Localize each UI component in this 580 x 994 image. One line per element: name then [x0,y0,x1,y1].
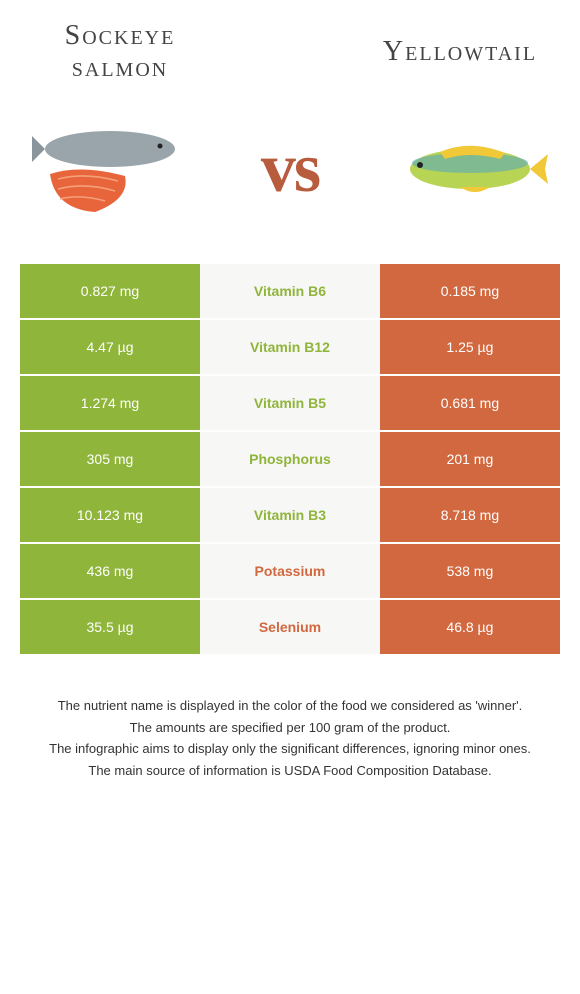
nutrient-left-value: 0.827 mg [20,264,200,318]
nutrient-right-value: 0.185 mg [380,264,560,318]
footer-line: The nutrient name is displayed in the co… [30,696,550,716]
nutrient-table: 0.827 mgVitamin B60.185 mg4.47 µgVitamin… [20,264,560,656]
nutrient-left-value: 436 mg [20,544,200,598]
nutrient-right-value: 46.8 µg [380,600,560,654]
nutrient-left-value: 10.123 mg [20,488,200,542]
yellowtail-image [390,114,550,224]
left-food-title: Sockeye salmon [20,20,220,84]
nutrient-name: Vitamin B6 [200,264,380,318]
nutrient-row: 10.123 mgVitamin B38.718 mg [20,488,560,544]
salmon-image [30,114,190,224]
nutrient-right-value: 8.718 mg [380,488,560,542]
nutrient-name: Selenium [200,600,380,654]
nutrient-row: 1.274 mgVitamin B50.681 mg [20,376,560,432]
nutrient-left-value: 4.47 µg [20,320,200,374]
nutrient-name: Potassium [200,544,380,598]
footer-line: The amounts are specified per 100 gram o… [30,718,550,738]
footer-notes: The nutrient name is displayed in the co… [20,696,560,780]
nutrient-row: 0.827 mgVitamin B60.185 mg [20,264,560,320]
nutrient-row: 436 mgPotassium538 mg [20,544,560,600]
images-row: vs [20,114,560,224]
nutrient-name: Vitamin B12 [200,320,380,374]
nutrient-row: 4.47 µgVitamin B121.25 µg [20,320,560,376]
nutrient-right-value: 0.681 mg [380,376,560,430]
nutrient-right-value: 201 mg [380,432,560,486]
nutrient-row: 305 mgPhosphorus201 mg [20,432,560,488]
footer-line: The main source of information is USDA F… [30,761,550,781]
footer-line: The infographic aims to display only the… [30,739,550,759]
nutrient-row: 35.5 µgSelenium46.8 µg [20,600,560,656]
nutrient-name: Phosphorus [200,432,380,486]
right-food-title: Yellowtail [360,36,560,68]
nutrient-right-value: 538 mg [380,544,560,598]
vs-label: vs [261,129,319,209]
header: Sockeye salmon Yellowtail [20,20,560,84]
nutrient-left-value: 35.5 µg [20,600,200,654]
nutrient-left-value: 305 mg [20,432,200,486]
nutrient-left-value: 1.274 mg [20,376,200,430]
nutrient-name: Vitamin B5 [200,376,380,430]
nutrient-right-value: 1.25 µg [380,320,560,374]
nutrient-name: Vitamin B3 [200,488,380,542]
